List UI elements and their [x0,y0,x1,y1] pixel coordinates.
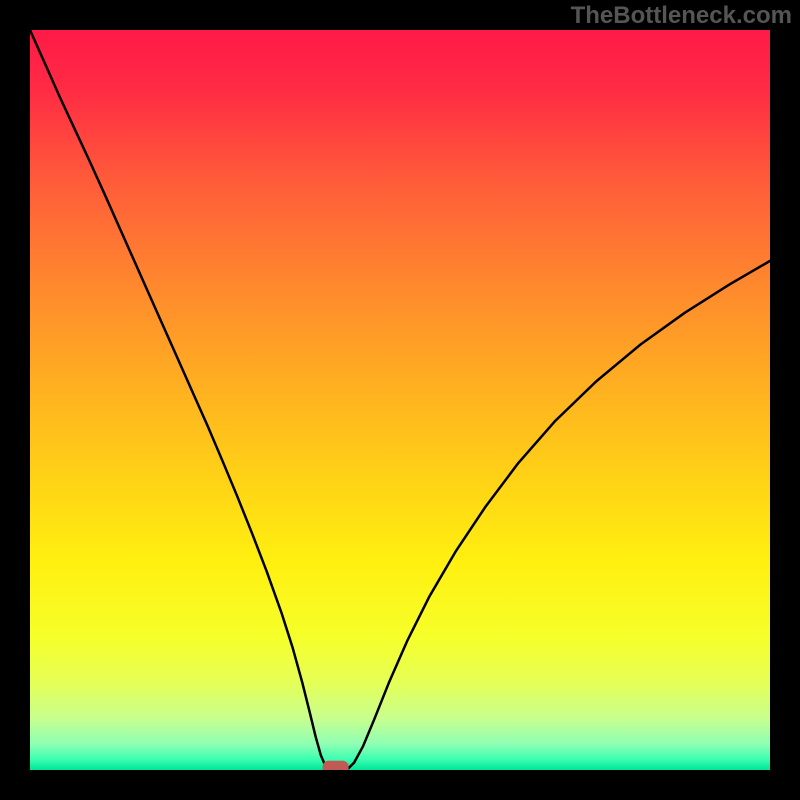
frame-bottom [0,770,800,800]
chart-svg [30,30,770,770]
optimum-marker [323,761,349,770]
frame-right [770,0,800,800]
frame-left [0,0,30,800]
chart-plot-area [30,30,770,770]
watermark-text: TheBottleneck.com [571,2,792,30]
